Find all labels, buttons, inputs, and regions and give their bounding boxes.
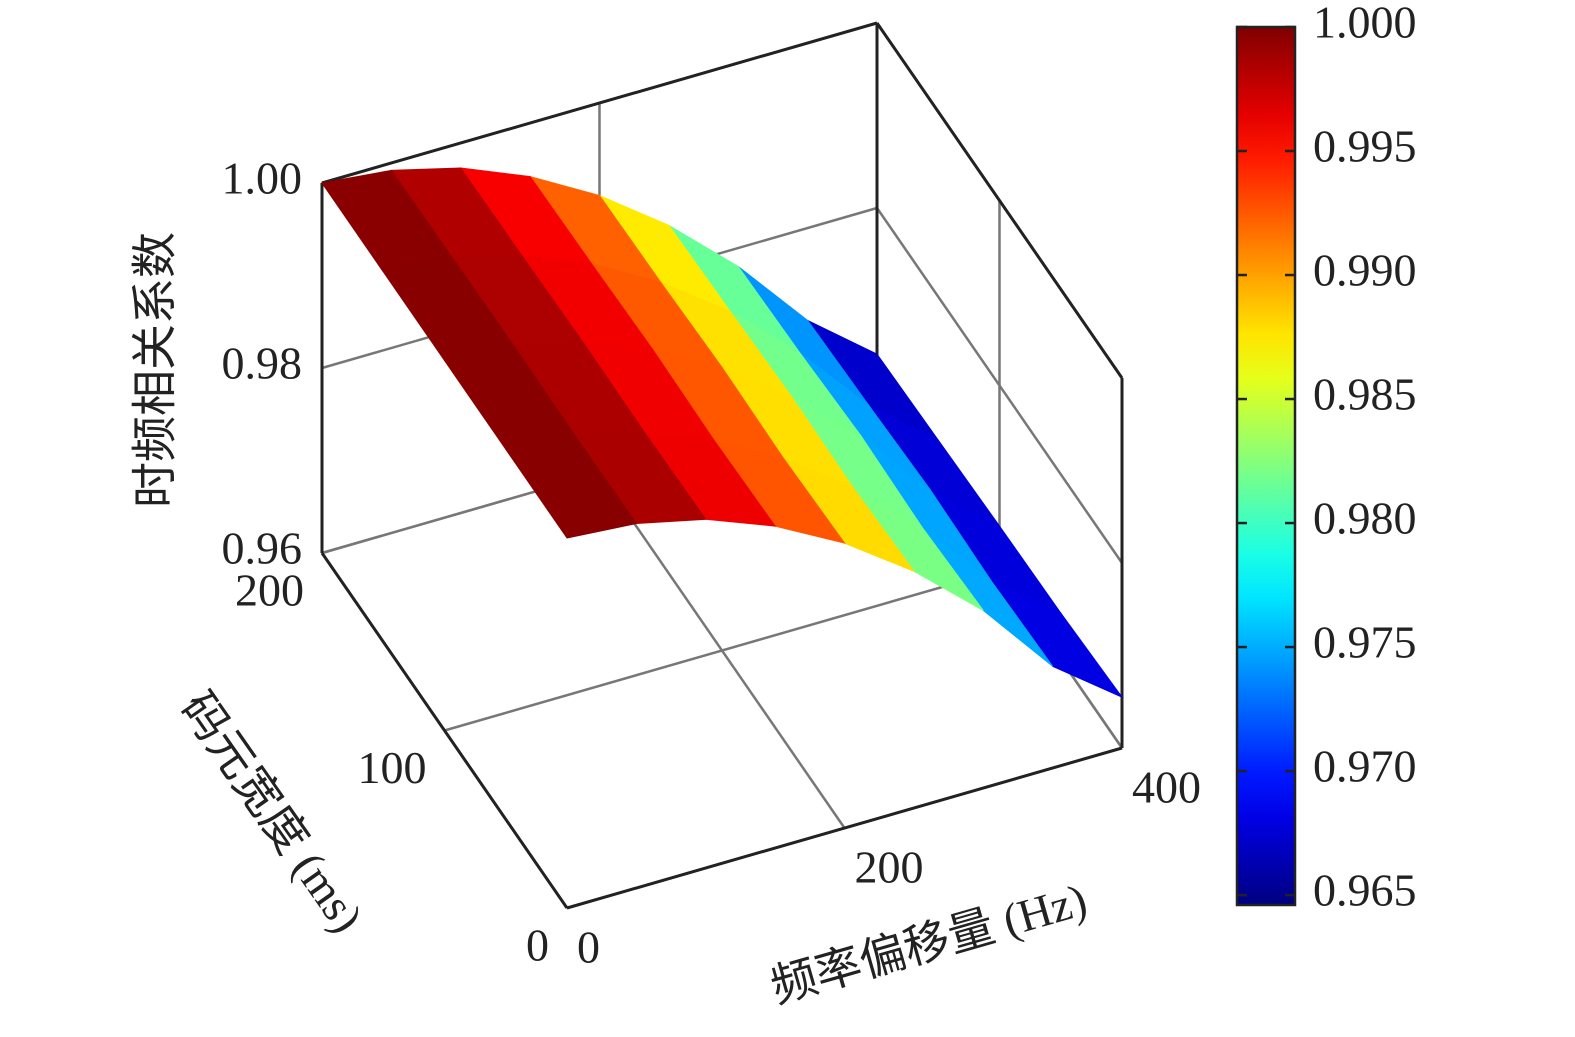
y-axis-label: 码元宽度 (ms) [171, 683, 373, 941]
x-axis-label: 频率偏移量 (Hz) [765, 874, 1092, 1013]
y-tick-label: 100 [358, 742, 427, 793]
y-tick-label: 0 [526, 920, 549, 971]
colorbar-tick-label: 1.000 [1313, 0, 1417, 48]
x-tick-label: 0 [577, 922, 600, 973]
surface [321, 167, 1124, 699]
x-tick-label: 400 [1132, 762, 1201, 813]
colorbar-tick-label: 0.990 [1313, 245, 1417, 296]
z-tick-label: 1.00 [222, 153, 303, 204]
surface-patch [989, 579, 1124, 699]
colorbar-tick-label: 0.980 [1313, 493, 1417, 544]
colorbar-tick-label: 0.985 [1313, 369, 1417, 420]
colorbar [1235, 25, 1297, 907]
axis-line [320, 552, 569, 909]
axis-line [875, 22, 1124, 379]
axes: 0.960.981.00020040001002000.9650.9700.97… [222, 0, 1417, 973]
z-axis-label: 时频相关系数 [130, 232, 181, 508]
y-tick-label: 200 [235, 565, 304, 616]
colorbar-tick-label: 0.965 [1313, 865, 1417, 916]
z-tick-label: 0.96 [222, 523, 303, 574]
colorbar-tick-label: 0.970 [1313, 741, 1417, 792]
x-tick-label: 200 [855, 842, 924, 893]
axis-line [566, 746, 1123, 910]
colorbar-tick-label: 0.975 [1313, 617, 1417, 668]
surface-patch [504, 435, 638, 539]
colorbar-tick-label: 0.995 [1313, 121, 1417, 172]
z-tick-label: 0.98 [222, 338, 303, 389]
grid-line [444, 569, 1000, 732]
axis-line [321, 21, 878, 185]
